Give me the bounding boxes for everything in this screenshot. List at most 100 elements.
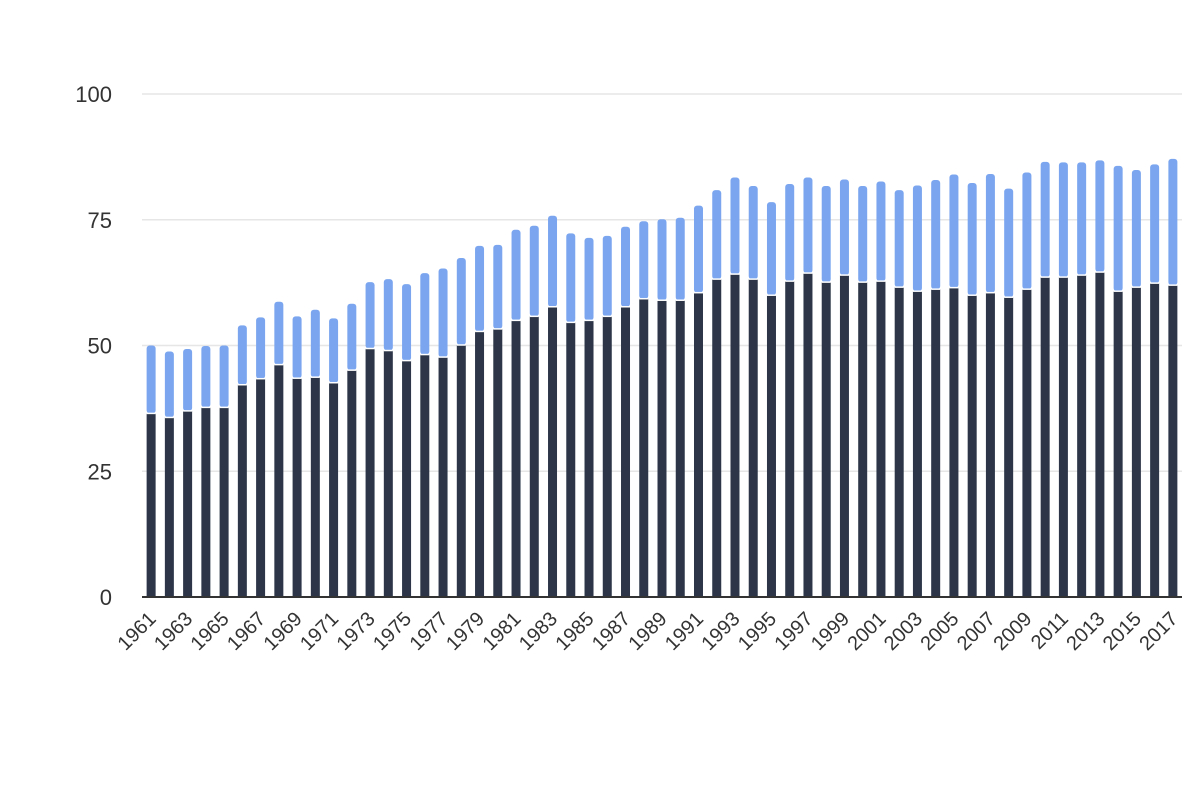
bar-lower-1995 — [766, 295, 776, 597]
bar-upper-1969 — [292, 316, 302, 379]
bar-lower-1981 — [511, 320, 521, 597]
bar-lower-1964 — [201, 407, 211, 597]
bar-lower-1970 — [310, 377, 320, 597]
bar-lower-2003 — [912, 291, 922, 597]
bar-upper-1986 — [602, 235, 612, 317]
bar-upper-2005 — [949, 174, 959, 288]
bar-upper-1961 — [146, 345, 156, 414]
x-tick-label: 1985 — [552, 608, 599, 655]
bar-lower-2002 — [894, 287, 904, 597]
bar-upper-2016 — [1150, 164, 1160, 284]
bar-upper-1994 — [748, 186, 758, 280]
bar-upper-1966 — [237, 325, 247, 385]
bar-lower-1971 — [329, 382, 339, 597]
bar-lower-1979 — [475, 331, 485, 597]
bar-lower-1968 — [274, 364, 284, 597]
bar-upper-1974 — [383, 279, 393, 351]
bar-upper-1993 — [730, 177, 740, 275]
x-tick-label: 1995 — [734, 608, 781, 655]
bar-lower-2016 — [1150, 283, 1160, 597]
bar-lower-2001 — [876, 281, 886, 597]
bar-lower-1962 — [164, 417, 174, 597]
bar-lower-1983 — [548, 306, 558, 597]
bar-upper-1985 — [584, 237, 594, 321]
x-tick-label: 1969 — [260, 608, 307, 655]
bar-lower-2000 — [858, 282, 868, 597]
x-tick-label: 1971 — [296, 608, 343, 655]
bar-lower-1977 — [438, 357, 448, 597]
bar-upper-1980 — [493, 244, 503, 329]
bar-upper-1968 — [274, 301, 284, 365]
x-tick-label: 1991 — [661, 608, 708, 655]
bar-lower-1992 — [712, 279, 722, 597]
x-tick-label: 1961 — [114, 608, 161, 655]
bar-upper-2002 — [894, 190, 904, 288]
bar-upper-1998 — [821, 186, 831, 283]
bar-lower-1980 — [493, 328, 503, 597]
bar-upper-1973 — [365, 282, 375, 349]
bar-lower-2009 — [1022, 289, 1032, 597]
bar-upper-2013 — [1095, 160, 1105, 273]
bar-upper-1995 — [766, 202, 776, 296]
bar-lower-1990 — [675, 300, 685, 597]
bar-upper-1965 — [219, 345, 229, 408]
bar-upper-1967 — [256, 317, 266, 379]
bar-upper-2004 — [931, 180, 941, 290]
bar-upper-1976 — [420, 273, 430, 355]
bar-upper-2003 — [912, 185, 922, 292]
x-tick-label: 1989 — [625, 608, 672, 655]
bars — [146, 158, 1178, 597]
bar-lower-2015 — [1131, 287, 1141, 597]
bar-lower-1993 — [730, 274, 740, 597]
bar-lower-1994 — [748, 279, 758, 597]
bar-upper-2011 — [1058, 162, 1068, 278]
x-tick-label: 2007 — [953, 608, 1000, 655]
x-tick-label: 2009 — [989, 608, 1036, 655]
x-tick-label: 1977 — [406, 608, 453, 655]
bar-upper-1979 — [475, 245, 485, 332]
bar-upper-2000 — [858, 186, 868, 283]
y-tick-label: 25 — [88, 459, 112, 484]
bar-lower-1961 — [146, 413, 156, 597]
bar-lower-1998 — [821, 282, 831, 597]
bar-upper-1975 — [402, 284, 412, 361]
bar-lower-1966 — [237, 384, 247, 597]
x-tick-label: 1983 — [515, 608, 562, 655]
bar-lower-1999 — [839, 275, 849, 597]
y-tick-label: 50 — [88, 334, 112, 359]
bar-lower-1976 — [420, 354, 430, 597]
x-tick-label: 1963 — [150, 608, 197, 655]
y-tick-label: 75 — [88, 208, 112, 233]
x-tick-label: 2001 — [843, 608, 890, 655]
bar-upper-1978 — [456, 257, 466, 345]
bar-upper-1997 — [803, 177, 813, 274]
x-tick-label: 2013 — [1062, 608, 1109, 655]
bar-lower-1984 — [566, 322, 576, 597]
x-tick-label: 2017 — [1135, 608, 1182, 655]
x-tick-label: 1993 — [697, 608, 744, 655]
bar-lower-1996 — [785, 281, 795, 597]
x-tick-label: 2015 — [1099, 608, 1146, 655]
bar-upper-1982 — [529, 225, 539, 317]
bar-lower-1997 — [803, 273, 813, 597]
bar-upper-1964 — [201, 346, 211, 408]
bar-lower-1978 — [456, 344, 466, 597]
bar-lower-2005 — [949, 287, 959, 597]
bar-upper-1987 — [621, 226, 631, 307]
bar-lower-1965 — [219, 407, 229, 597]
x-tick-label: 1965 — [187, 608, 234, 655]
bar-upper-1992 — [712, 190, 722, 280]
bar-upper-2008 — [1004, 188, 1014, 298]
bar-lower-1975 — [402, 360, 412, 597]
bar-upper-2007 — [985, 173, 995, 293]
x-tick-label: 1997 — [770, 608, 817, 655]
bar-upper-1988 — [639, 221, 649, 299]
bar-lower-1989 — [657, 300, 667, 597]
y-tick-label: 100 — [75, 82, 112, 107]
y-axis-tick-labels: 0 25 50 75 100 — [75, 82, 112, 610]
x-tick-label: 1967 — [223, 608, 270, 655]
bar-upper-2001 — [876, 181, 886, 282]
bar-upper-1984 — [566, 233, 576, 323]
bar-upper-2014 — [1113, 165, 1123, 292]
